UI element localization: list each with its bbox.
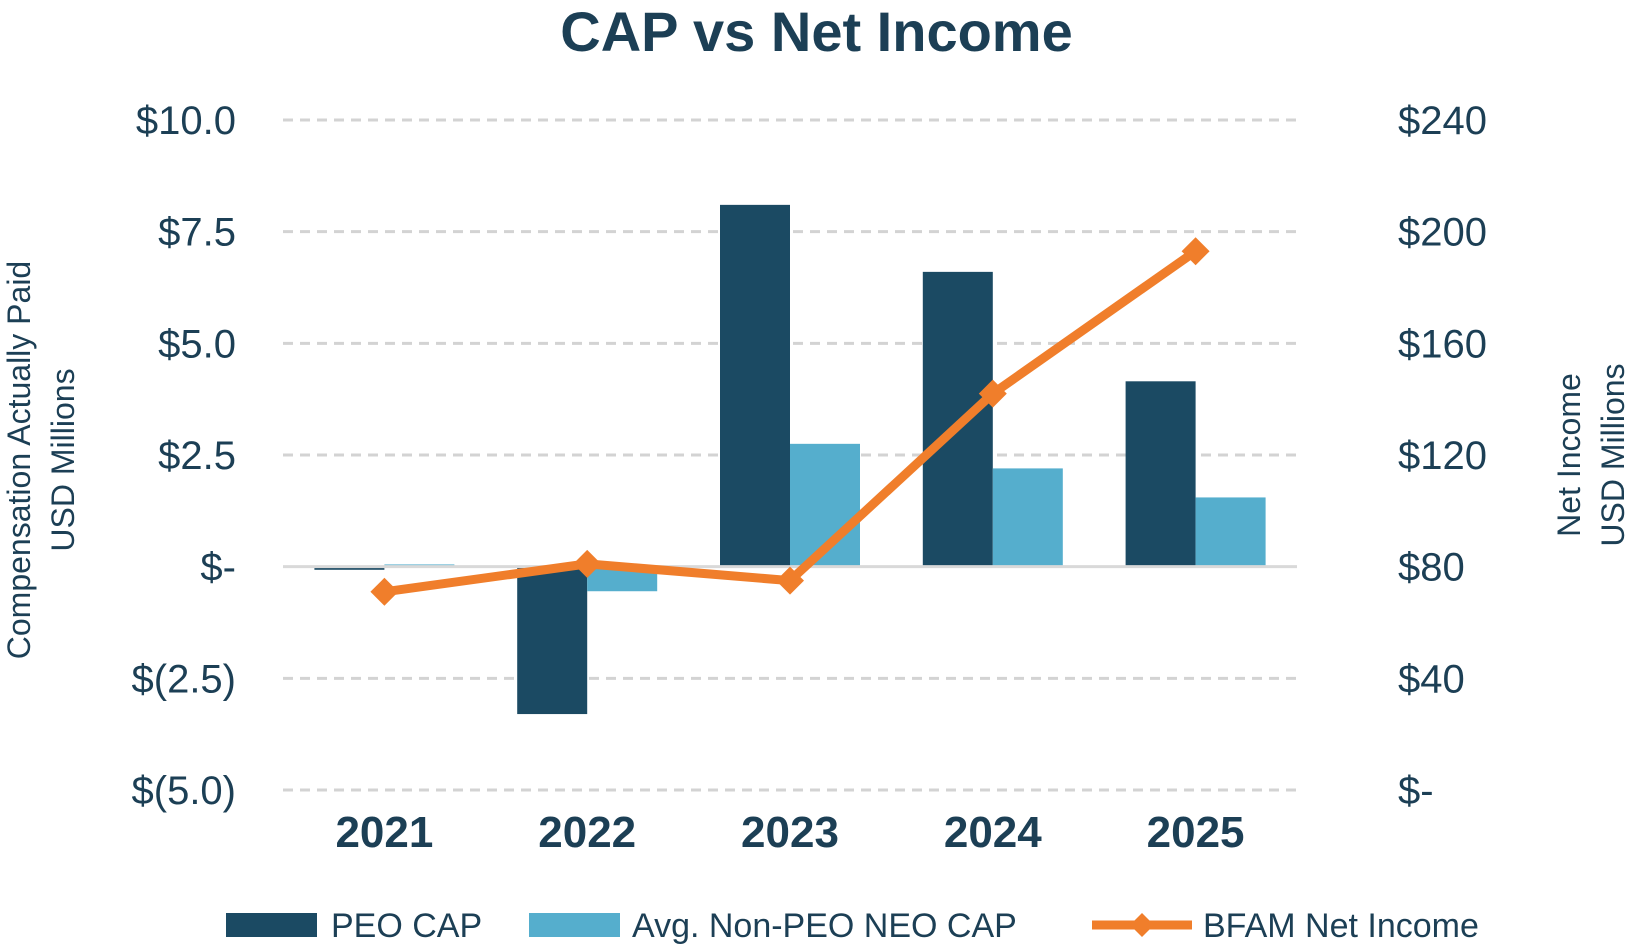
bar-non-peo-cap-2025 xyxy=(1195,497,1266,567)
bar-peo-cap-2023 xyxy=(720,204,790,567)
legend-swatch-marker xyxy=(1130,913,1154,937)
left-tick-label: $7.5 xyxy=(158,211,236,255)
net-income-point-2023 xyxy=(776,566,804,595)
legend-swatch-1 xyxy=(529,913,620,937)
left-tick-label: $- xyxy=(200,546,236,590)
net-income-point-2024 xyxy=(978,379,1007,408)
legend: PEO CAP Avg. Non-PEO NEO CAP BFAM Net Inco… xyxy=(226,907,1479,945)
x-tick-label: 2021 xyxy=(335,808,433,857)
right-tick-label: $240 xyxy=(1398,99,1487,143)
left-axis-ticks: $10.0 $7.5 $5.0 $2.5 $- $(2.5) $(5.0) xyxy=(132,99,237,813)
chart-title: CAP vs Net Income xyxy=(560,0,1073,63)
bar-peo-cap-2024 xyxy=(922,271,993,567)
left-tick-label: $(5.0) xyxy=(132,769,237,813)
left-tick-label: $(2.5) xyxy=(132,657,237,701)
left-axis-label-line: USD Millions xyxy=(45,368,81,551)
left-tick-label: $5.0 xyxy=(158,322,236,366)
net-income-point-2021 xyxy=(370,577,399,606)
legend-label-1: Avg. Non-PEO NEO CAP xyxy=(632,907,1017,945)
x-tick-label: 2025 xyxy=(1147,808,1245,857)
left-axis-label: Compensation Actually Paid USD Millions xyxy=(1,261,81,659)
bars xyxy=(314,204,1266,715)
net-income-line xyxy=(370,237,1210,606)
right-axis-ticks: $240 $200 $160 $120 $80 $40 $- xyxy=(1398,99,1487,813)
left-axis-label-line: Compensation Actually Paid xyxy=(1,261,37,659)
right-tick-label: $160 xyxy=(1398,322,1487,366)
x-tick-label: 2023 xyxy=(741,808,839,857)
bar-peo-cap-2022 xyxy=(517,566,588,715)
right-axis-label-line: USD Millions xyxy=(1595,363,1631,546)
right-tick-label: $80 xyxy=(1398,546,1465,590)
left-tick-label: $10.0 xyxy=(136,99,236,143)
legend-label-2: BFAM Net Income xyxy=(1203,907,1479,945)
x-tick-label: 2022 xyxy=(538,808,636,857)
right-tick-label: $200 xyxy=(1398,211,1487,255)
right-tick-label: $- xyxy=(1398,769,1434,813)
bar-peo-cap-2025 xyxy=(1125,381,1196,567)
x-axis-ticks: 2021 2022 2023 2024 2025 xyxy=(335,808,1244,857)
net-income-point-2022 xyxy=(573,549,602,578)
net-income-point-2025 xyxy=(1181,237,1210,266)
bar-non-peo-cap-2024 xyxy=(992,468,1063,567)
legend-label-0: PEO CAP xyxy=(331,907,482,945)
legend-swatch-0 xyxy=(226,913,317,937)
right-tick-label: $120 xyxy=(1398,434,1487,478)
left-tick-label: $2.5 xyxy=(158,434,236,478)
right-tick-label: $40 xyxy=(1398,657,1465,701)
right-axis-label-line: Net Income xyxy=(1551,373,1587,537)
bar-peo-cap-2021 xyxy=(314,566,385,570)
x-tick-label: 2024 xyxy=(944,808,1042,857)
right-axis-label: Net Income USD Millions xyxy=(1551,363,1631,546)
